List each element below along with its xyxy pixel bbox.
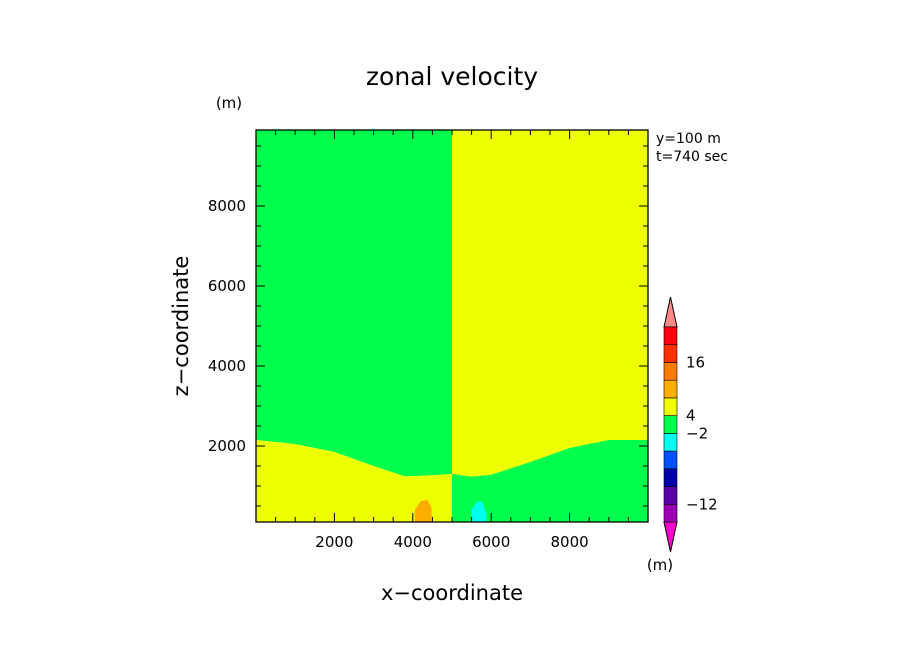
region-upper-right bbox=[452, 130, 648, 477]
y-tick-label: 4000 bbox=[208, 357, 246, 375]
y-tick-label: 6000 bbox=[208, 277, 246, 295]
colorbar-label: −12 bbox=[686, 495, 718, 513]
region-lower-left bbox=[256, 440, 452, 522]
colorbar-level bbox=[663, 362, 678, 381]
colorbar-label: 16 bbox=[686, 353, 705, 371]
info-time: t=740 sec bbox=[656, 149, 728, 165]
x-tick-label: 8000 bbox=[551, 533, 589, 551]
y-tick-label: 2000 bbox=[208, 437, 246, 455]
colorbar-label: −2 bbox=[686, 424, 708, 442]
colorbar: 16 4−2 −12 bbox=[663, 296, 718, 553]
colorbar-level bbox=[663, 415, 678, 434]
region-cyan-blob bbox=[471, 501, 487, 522]
x-tick-label: 2000 bbox=[315, 533, 353, 551]
region-upper-left bbox=[256, 130, 452, 477]
colorbar-arrow-bottom bbox=[663, 521, 678, 553]
x-axis-label: x−coordinate bbox=[381, 581, 523, 605]
colorbar-label: 4 bbox=[686, 407, 696, 425]
x-tick-label: 4000 bbox=[394, 533, 432, 551]
colorbar-arrow-top bbox=[663, 296, 678, 328]
colorbar-level bbox=[663, 468, 678, 487]
x-tick-label: 6000 bbox=[472, 533, 510, 551]
colorbar-level bbox=[663, 397, 678, 416]
colorbar-level bbox=[663, 503, 678, 523]
contour-regions bbox=[256, 130, 648, 522]
axis-ticks: 2000 4000 6000 8000 2000 4000 6000 8000 bbox=[208, 130, 648, 551]
region-lower-right bbox=[452, 440, 648, 522]
colorbar-level bbox=[663, 326, 678, 346]
y-axis-label: z−coordinate bbox=[169, 256, 193, 397]
colorbar-level bbox=[663, 379, 678, 399]
colorbar-level bbox=[663, 486, 678, 505]
chart-title: zonal velocity bbox=[366, 62, 538, 91]
colorbar-unit-label: (m) bbox=[647, 556, 673, 574]
y-unit-label: (m) bbox=[216, 94, 242, 112]
region-orange-blob bbox=[414, 499, 432, 522]
colorbar-level bbox=[663, 433, 678, 452]
colorbar-level bbox=[663, 450, 678, 470]
info-y-position: y=100 m bbox=[656, 131, 721, 147]
colorbar-level bbox=[663, 344, 678, 363]
y-tick-label: 8000 bbox=[208, 197, 246, 215]
